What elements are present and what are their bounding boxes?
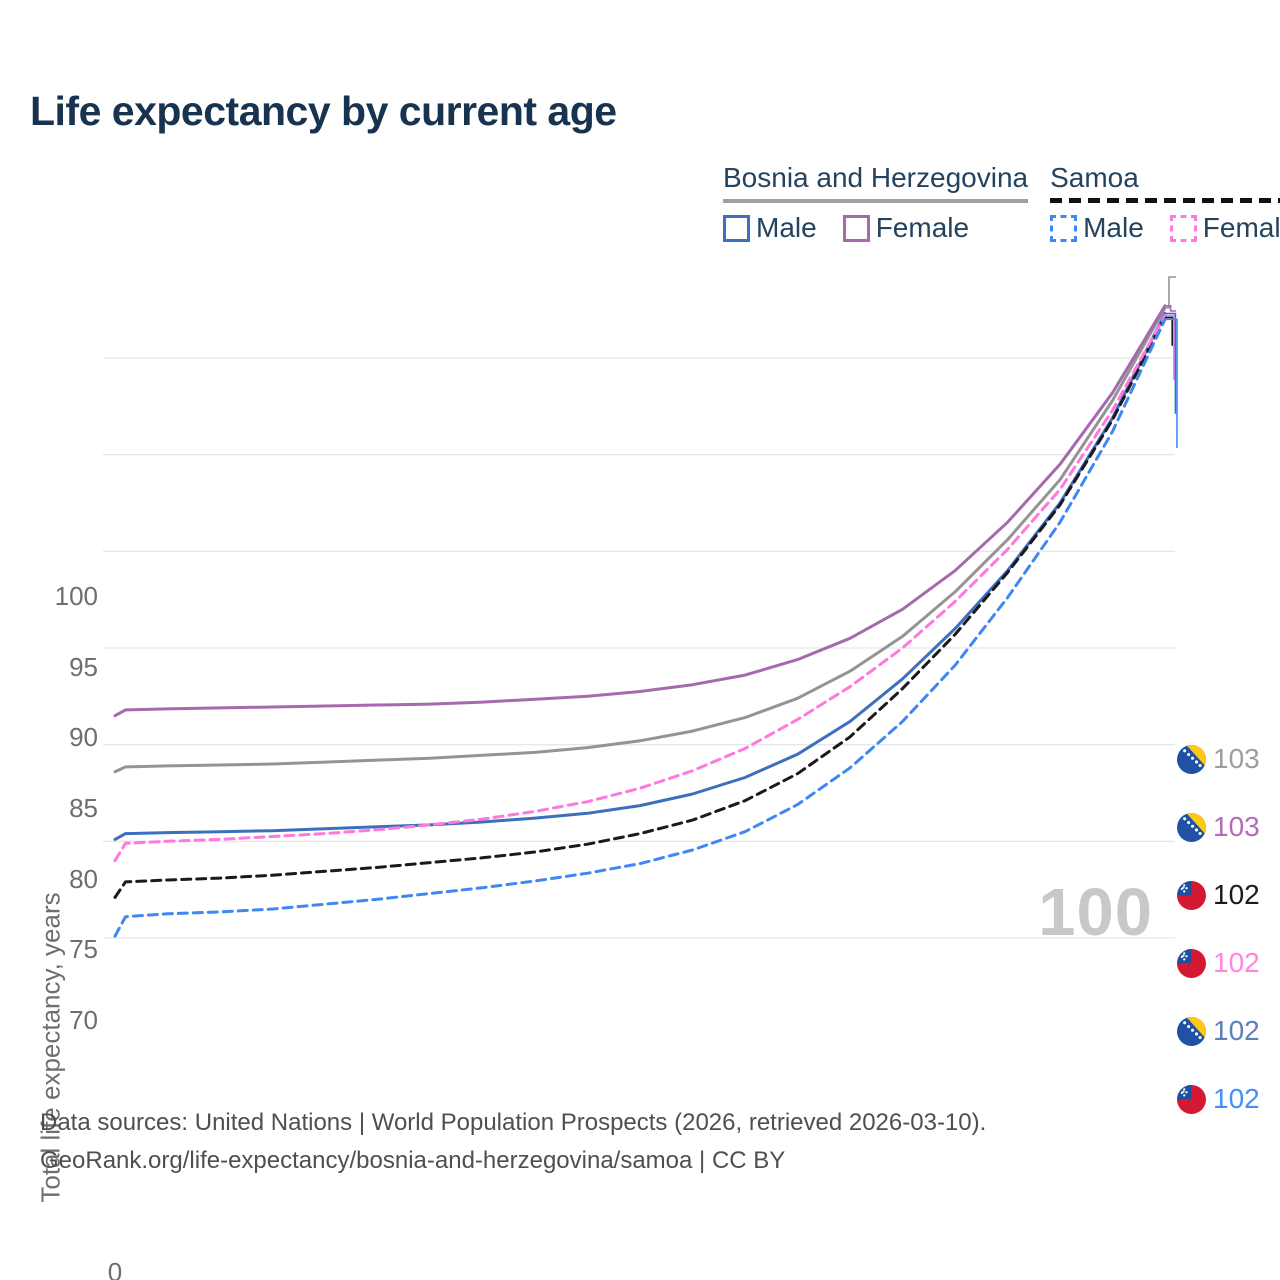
bosnia-flag-icon xyxy=(1177,812,1206,842)
end-label-value: 102 xyxy=(1213,879,1260,910)
end-label-value: 102 xyxy=(1213,1015,1260,1046)
legend-item-bosnia-and-herzegovina-male[interactable]: Male xyxy=(723,212,817,244)
footer-data-sources: Data sources: United Nations | World Pop… xyxy=(40,1109,987,1136)
legend-country-label: Samoa xyxy=(1050,162,1139,193)
legend-swatch-icon xyxy=(1169,214,1197,242)
end-label-samoa-102: 102 xyxy=(1177,946,1280,980)
legend-country-label: Bosnia and Herzegovina xyxy=(723,162,1029,193)
y-tick-95: 95 xyxy=(69,651,98,682)
legend-item-label: Male xyxy=(756,212,817,243)
legend-item-samoa-male[interactable]: Male xyxy=(1050,212,1144,244)
end-label-value: 103 xyxy=(1213,811,1260,842)
footer-attribution: GeoRank.org/life-expectancy/bosnia-and-h… xyxy=(40,1147,786,1174)
end-label-value: 103 xyxy=(1213,743,1260,774)
axis-ticks: 707580859095100020406080100 xyxy=(0,82,1280,1280)
samoa-flag-icon xyxy=(1177,1084,1206,1114)
legend-item-label: Female xyxy=(875,212,970,243)
bosnia-flag-icon xyxy=(1177,744,1206,774)
legend-item-label: Male xyxy=(1083,212,1144,243)
legend-group-samoa: Samoa Male Female xyxy=(1050,162,1280,244)
samoa-flag-icon xyxy=(1177,880,1206,910)
y-tick-85: 85 xyxy=(69,793,98,823)
end-label-value: 102 xyxy=(1213,947,1260,978)
y-tick-100: 100 xyxy=(54,581,98,611)
end-label-samoa-102: 102 xyxy=(1177,878,1280,912)
end-label-bosnia-102: 102 xyxy=(1177,1014,1280,1048)
page-title: Life expectancy by current age xyxy=(30,88,617,134)
x-tick-0: 0 xyxy=(107,1257,123,1280)
y-tick-75: 75 xyxy=(69,934,98,965)
y-tick-90: 90 xyxy=(69,722,98,753)
legend-swatch-icon xyxy=(1050,214,1078,242)
legend-country-linestyle-dashed xyxy=(1050,198,1280,203)
legend-item-samoa-female[interactable]: Female xyxy=(1169,212,1280,244)
legend-swatch-icon xyxy=(842,214,870,242)
y-tick-80: 80 xyxy=(69,863,98,894)
series-end-labels: 103 103 102 102 102 102 xyxy=(0,482,1280,1114)
legend-item-bosnia-and-herzegovina-female[interactable]: Female xyxy=(842,212,970,244)
end-label-bosnia-103: 103 xyxy=(1177,810,1280,844)
age-frame-watermark: 100 xyxy=(1038,875,1153,950)
footer: Data sources: United Nations | World Pop… xyxy=(40,1104,986,1180)
end-label-value: 102 xyxy=(1213,1083,1260,1114)
legend-group-bosnia-and-herzegovina: Bosnia and Herzegovina Male Female xyxy=(723,162,1029,244)
end-label-bosnia-103: 103 xyxy=(1177,742,1280,776)
legend: Bosnia and Herzegovina Male Female Samoa Mal… xyxy=(723,162,1280,244)
legend-item-label: Female xyxy=(1202,212,1280,243)
end-label-samoa-102: 102 xyxy=(1177,1082,1280,1116)
bosnia-flag-icon xyxy=(1177,1016,1206,1046)
y-tick-70: 70 xyxy=(69,1005,98,1035)
legend-country-linestyle-solid xyxy=(723,199,1029,203)
legend-swatch-icon xyxy=(723,214,750,242)
samoa-flag-icon xyxy=(1177,948,1206,978)
